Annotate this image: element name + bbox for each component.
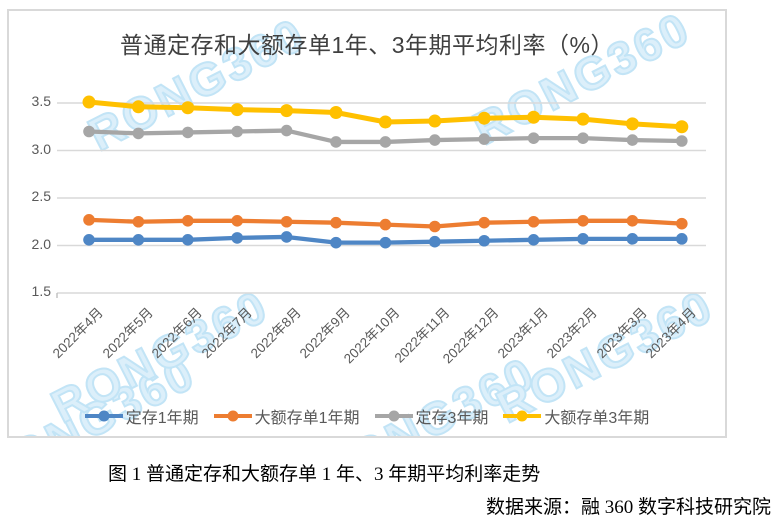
data-point-deposit-1y [182, 234, 194, 246]
data-point-deposit-3y [330, 136, 342, 148]
data-point-cd-3y [527, 110, 541, 124]
data-point-deposit-3y [527, 132, 540, 144]
data-point-deposit-3y [379, 136, 392, 148]
y-tick-label: 1.5 [31, 283, 51, 299]
data-point-deposit-3y [577, 132, 589, 144]
data-point-deposit-3y [280, 124, 293, 137]
data-point-cd-3y [280, 104, 294, 118]
legend-dot [227, 410, 239, 422]
legend-dot [388, 410, 399, 422]
legend-label: 大额存单1年期 [254, 410, 360, 427]
data-point-deposit-1y [231, 232, 243, 244]
y-tick-label: 3.5 [31, 93, 51, 109]
data-point-cd-1y [330, 216, 342, 229]
data-source-caption: 数据来源：融 360 数字科技研究院 [485, 497, 771, 518]
legend-item-deposit-3y: 定存3年期 [374, 404, 489, 428]
data-point-cd-1y [379, 218, 392, 231]
data-point-deposit-1y [527, 234, 540, 246]
data-point-deposit-1y [478, 234, 491, 247]
legend: 定存1年期 大额存单1年期 定存3年期 大额存单3年期 [9, 404, 725, 428]
data-point-cd-3y [675, 120, 689, 134]
chart-title: 普通定存和大额存单1年、3年期平均利率（%） [119, 32, 615, 58]
data-point-deposit-3y [132, 127, 145, 140]
data-point-cd-3y [181, 101, 195, 115]
legend-label: 定存1年期 [125, 410, 199, 427]
legend-marker-icon [213, 410, 252, 423]
legend-label: 定存3年期 [415, 410, 489, 427]
data-point-deposit-3y [676, 135, 688, 147]
data-point-cd-1y [83, 214, 95, 226]
data-point-cd-3y [82, 95, 96, 109]
data-point-cd-1y [429, 220, 441, 233]
legend-item-cd-3y: 大额存单3年期 [503, 404, 649, 428]
data-point-cd-3y [625, 117, 639, 131]
data-point-deposit-3y [83, 125, 95, 138]
data-point-cd-3y [576, 112, 590, 126]
data-point-deposit-1y [379, 236, 392, 249]
legend-marker-icon [503, 410, 542, 423]
data-point-cd-1y [478, 216, 491, 229]
y-tick-label: 2.0 [31, 235, 51, 252]
data-point-deposit-3y [626, 134, 639, 146]
data-point-cd-3y [230, 103, 244, 117]
legend-marker-icon [374, 410, 413, 423]
data-point-deposit-1y [626, 233, 639, 245]
data-point-deposit-3y [182, 126, 194, 139]
figure-caption: 图 1 普通定存和大额存单 1 年、3 年期平均利率走势 [108, 464, 541, 485]
legend-dot [98, 410, 110, 422]
data-point-cd-3y [477, 111, 491, 125]
data-point-cd-1y [676, 217, 688, 230]
data-point-deposit-1y [429, 235, 441, 248]
data-point-cd-3y [378, 115, 392, 129]
legend-label: 大额存单3年期 [544, 410, 650, 427]
data-point-cd-1y [577, 215, 589, 227]
legend-marker-icon [84, 410, 123, 423]
legend-item-cd-1y: 大额存单1年期 [213, 404, 360, 428]
data-point-cd-3y [329, 106, 343, 119]
y-tick-label: 3.0 [31, 140, 51, 157]
data-point-deposit-1y [676, 233, 688, 245]
chart-frame: RONG360 RONG360 RONG360 RONG360 RONG360 RONG3… [7, 9, 727, 438]
legend-item-deposit-1y: 定存1年期 [84, 404, 199, 428]
data-point-deposit-1y [330, 236, 342, 249]
data-point-deposit-3y [429, 134, 441, 146]
data-point-cd-3y [428, 114, 442, 128]
data-point-cd-1y [280, 215, 293, 228]
data-point-deposit-1y [577, 233, 589, 245]
y-tick-label: 2.5 [31, 188, 51, 204]
data-point-cd-1y [182, 215, 194, 227]
legend-dot [516, 410, 528, 422]
data-point-deposit-1y [132, 234, 145, 246]
data-point-deposit-1y [280, 231, 293, 243]
data-point-cd-1y [231, 215, 243, 227]
plot-svg [56, 95, 706, 298]
data-point-cd-1y [132, 215, 145, 228]
data-point-cd-1y [527, 215, 540, 228]
data-point-cd-1y [626, 215, 639, 227]
data-point-cd-3y [131, 100, 145, 114]
data-point-deposit-1y [83, 234, 95, 246]
data-point-deposit-3y [478, 133, 491, 145]
data-point-deposit-3y [231, 125, 243, 138]
